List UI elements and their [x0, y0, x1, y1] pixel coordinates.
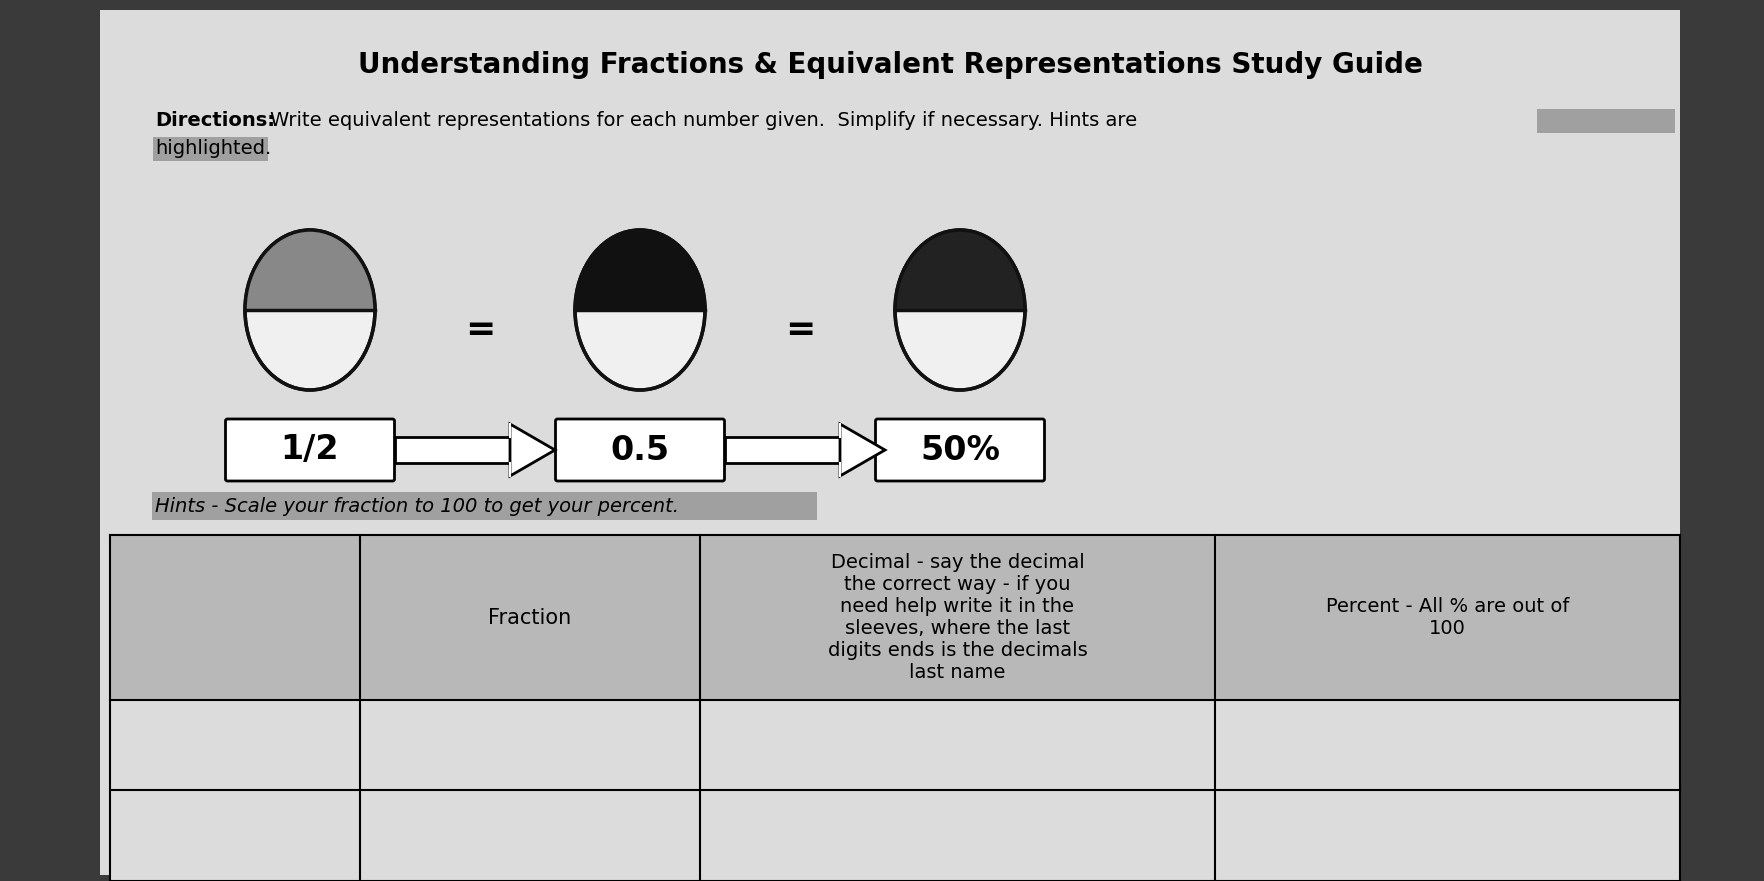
Bar — [109, 535, 1679, 700]
Bar — [1536, 109, 1674, 133]
Polygon shape — [245, 230, 374, 310]
FancyBboxPatch shape — [556, 419, 723, 481]
Text: Write equivalent representations for each number given.  Simplify if necessary. : Write equivalent representations for eac… — [270, 110, 1136, 130]
Polygon shape — [575, 230, 704, 310]
Text: 0.5: 0.5 — [610, 433, 669, 467]
Text: 50%: 50% — [919, 433, 1000, 467]
Bar — [109, 700, 1679, 790]
Text: Percent - All % are out of
100: Percent - All % are out of 100 — [1325, 597, 1568, 638]
Text: Fraction: Fraction — [489, 608, 572, 627]
Ellipse shape — [245, 230, 374, 390]
Bar — [725, 437, 840, 463]
Bar — [101, 10, 1679, 875]
Text: =: = — [785, 313, 815, 347]
Text: Decimal - say the decimal
the correct way - if you
need help write it in the
sle: Decimal - say the decimal the correct wa… — [827, 553, 1087, 682]
Text: Directions:: Directions: — [155, 110, 275, 130]
Bar — [395, 437, 510, 463]
Text: highlighted.: highlighted. — [155, 139, 272, 159]
Text: 1/2: 1/2 — [280, 433, 339, 467]
Ellipse shape — [894, 230, 1025, 390]
Polygon shape — [840, 424, 884, 476]
Bar — [152, 492, 817, 520]
Ellipse shape — [575, 230, 704, 390]
Text: =: = — [464, 313, 496, 347]
Polygon shape — [510, 424, 554, 476]
Polygon shape — [894, 230, 1025, 310]
Text: Understanding Fractions & Equivalent Representations Study Guide: Understanding Fractions & Equivalent Rep… — [358, 51, 1422, 79]
FancyBboxPatch shape — [875, 419, 1044, 481]
FancyBboxPatch shape — [226, 419, 395, 481]
Bar — [153, 137, 268, 161]
Text: Hints - Scale your fraction to 100 to get your percent.: Hints - Scale your fraction to 100 to ge… — [155, 497, 679, 515]
Bar — [109, 790, 1679, 881]
